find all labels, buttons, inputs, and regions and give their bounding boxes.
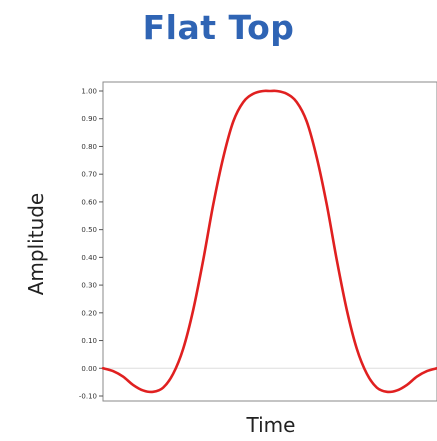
y-tick-label: 0.40 <box>81 254 97 262</box>
y-tick-label: -0.10 <box>79 393 97 401</box>
y-tick-label: 0.60 <box>81 198 97 206</box>
y-tick-label: 0.00 <box>81 365 97 373</box>
chart-title: Flat Top <box>142 8 295 47</box>
y-tick-label: 1.00 <box>81 88 97 96</box>
plot-frame <box>102 81 437 402</box>
y-tick-label: 0.50 <box>81 226 97 234</box>
y-tick-label: 0.10 <box>81 337 97 345</box>
y-tick-label: 0.90 <box>81 115 97 123</box>
y-axis-label: Amplitude <box>24 192 48 296</box>
y-tick-label: 0.30 <box>81 282 97 290</box>
y-tick-label: 0.70 <box>81 171 97 179</box>
y-tick-label: 0.20 <box>81 309 97 317</box>
x-axis-label: Time <box>246 413 296 437</box>
flat-top-series-line <box>101 89 437 394</box>
y-tick-label: 0.80 <box>81 143 97 151</box>
